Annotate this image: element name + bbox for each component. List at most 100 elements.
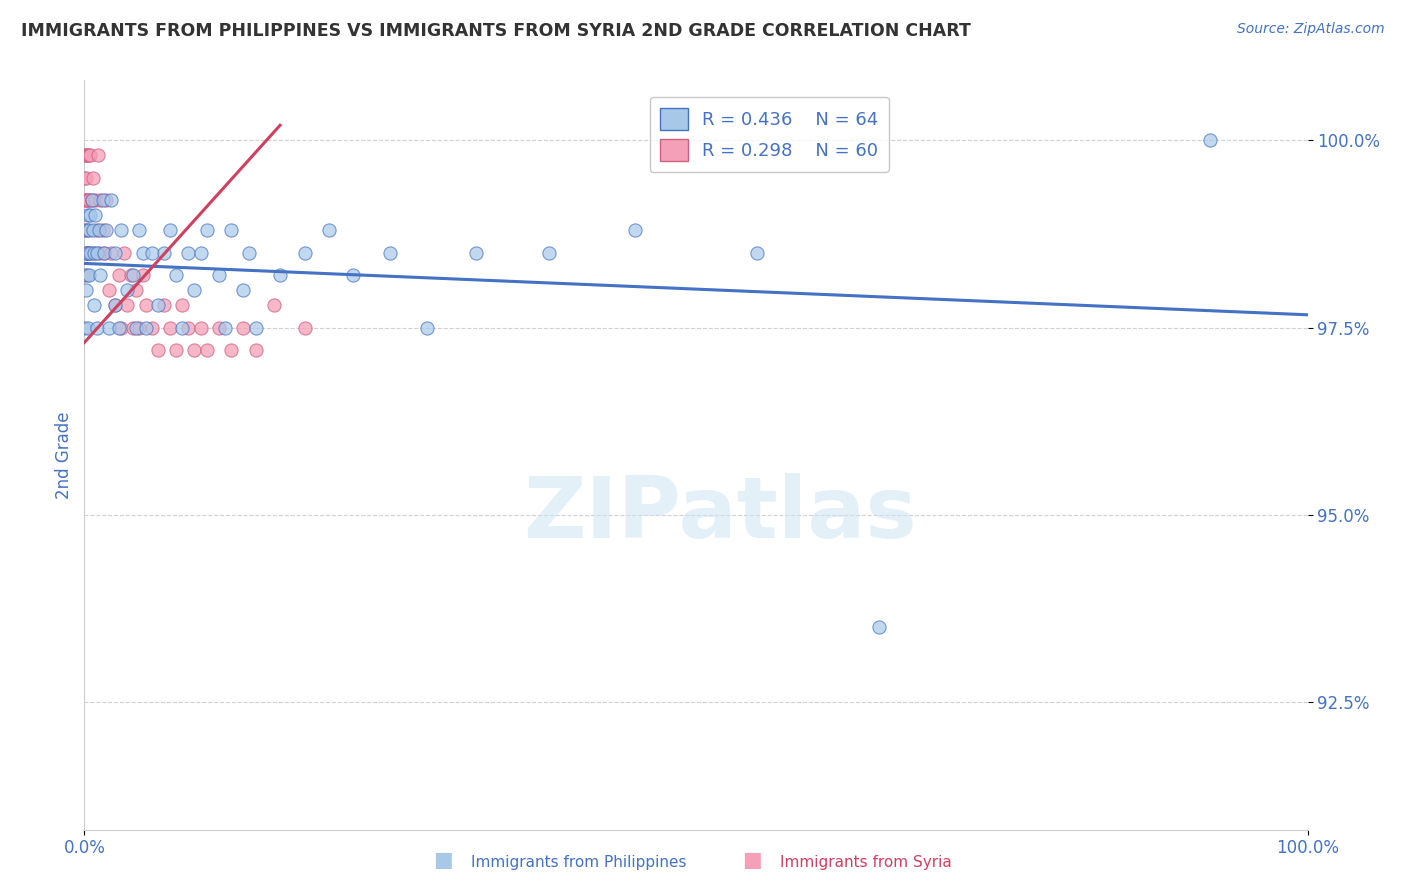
Point bbox=[172, 298, 194, 312]
Point bbox=[128, 223, 150, 237]
Point bbox=[1198, 133, 1220, 147]
Point bbox=[79, 245, 101, 260]
Point bbox=[87, 245, 110, 260]
Text: Immigrants from Syria: Immigrants from Syria bbox=[780, 855, 952, 870]
Point bbox=[104, 298, 127, 312]
Point bbox=[232, 283, 254, 297]
Point bbox=[86, 245, 108, 260]
Point bbox=[159, 223, 181, 237]
Point bbox=[77, 148, 100, 162]
Point bbox=[135, 298, 157, 312]
Point bbox=[73, 268, 96, 282]
Point bbox=[84, 208, 107, 222]
Point bbox=[214, 320, 236, 334]
Point bbox=[342, 268, 364, 282]
Point bbox=[77, 148, 100, 162]
Point bbox=[75, 245, 97, 260]
Point bbox=[77, 320, 100, 334]
Point bbox=[77, 208, 100, 222]
Point bbox=[83, 298, 105, 312]
Point bbox=[172, 320, 194, 334]
Point bbox=[183, 283, 205, 297]
Point bbox=[82, 223, 104, 237]
Text: ■: ■ bbox=[433, 850, 453, 870]
Point bbox=[89, 193, 111, 207]
Point bbox=[100, 245, 122, 260]
Point bbox=[76, 193, 98, 207]
Point bbox=[110, 320, 132, 334]
Point bbox=[89, 268, 111, 282]
Point bbox=[110, 223, 132, 237]
Text: Source: ZipAtlas.com: Source: ZipAtlas.com bbox=[1237, 22, 1385, 37]
Point bbox=[96, 223, 118, 237]
Point bbox=[77, 193, 100, 207]
Text: Immigrants from Philippines: Immigrants from Philippines bbox=[471, 855, 686, 870]
Point bbox=[97, 320, 120, 334]
Point bbox=[128, 320, 150, 334]
Point bbox=[125, 320, 148, 334]
Point bbox=[77, 245, 100, 260]
Point bbox=[100, 193, 122, 207]
Point bbox=[219, 343, 242, 357]
Point bbox=[190, 320, 212, 334]
Point bbox=[294, 245, 316, 260]
Point bbox=[165, 268, 187, 282]
Point bbox=[245, 320, 267, 334]
Point bbox=[97, 283, 120, 297]
Point bbox=[132, 245, 155, 260]
Point bbox=[91, 223, 114, 237]
Point bbox=[538, 245, 561, 260]
Point bbox=[86, 223, 108, 237]
Point bbox=[93, 245, 115, 260]
Point bbox=[75, 148, 97, 162]
Point bbox=[183, 343, 205, 357]
Point bbox=[75, 245, 97, 260]
Point bbox=[91, 193, 114, 207]
Point bbox=[232, 320, 254, 334]
Point bbox=[120, 268, 142, 282]
Point bbox=[75, 193, 97, 207]
Point bbox=[107, 320, 129, 334]
Point bbox=[263, 298, 285, 312]
Point bbox=[80, 193, 103, 207]
Point bbox=[159, 320, 181, 334]
Point bbox=[747, 245, 769, 260]
Point bbox=[80, 193, 103, 207]
Point bbox=[83, 245, 105, 260]
Point bbox=[75, 283, 97, 297]
Point bbox=[79, 208, 101, 222]
Point bbox=[75, 223, 97, 237]
Legend: R = 0.436    N = 64, R = 0.298    N = 60: R = 0.436 N = 64, R = 0.298 N = 60 bbox=[650, 97, 889, 171]
Point bbox=[190, 245, 212, 260]
Point bbox=[73, 170, 96, 185]
Point bbox=[84, 193, 107, 207]
Point bbox=[122, 268, 145, 282]
Point bbox=[146, 298, 169, 312]
Point bbox=[77, 223, 100, 237]
Point bbox=[318, 223, 340, 237]
Point bbox=[208, 320, 231, 334]
Point bbox=[153, 298, 176, 312]
Point bbox=[416, 320, 439, 334]
Point bbox=[294, 320, 316, 334]
Point bbox=[269, 268, 291, 282]
Point bbox=[141, 245, 163, 260]
Point bbox=[87, 223, 110, 237]
Point bbox=[77, 245, 100, 260]
Point bbox=[76, 268, 98, 282]
Point bbox=[208, 268, 231, 282]
Y-axis label: 2nd Grade: 2nd Grade bbox=[55, 411, 73, 499]
Point bbox=[195, 343, 218, 357]
Point bbox=[219, 223, 242, 237]
Point bbox=[75, 170, 97, 185]
Point bbox=[83, 245, 105, 260]
Point bbox=[76, 223, 98, 237]
Point bbox=[125, 283, 148, 297]
Point bbox=[177, 320, 200, 334]
Point bbox=[141, 320, 163, 334]
Point bbox=[76, 245, 98, 260]
Point bbox=[464, 245, 486, 260]
Point bbox=[82, 170, 104, 185]
Point bbox=[177, 245, 200, 260]
Point bbox=[135, 320, 157, 334]
